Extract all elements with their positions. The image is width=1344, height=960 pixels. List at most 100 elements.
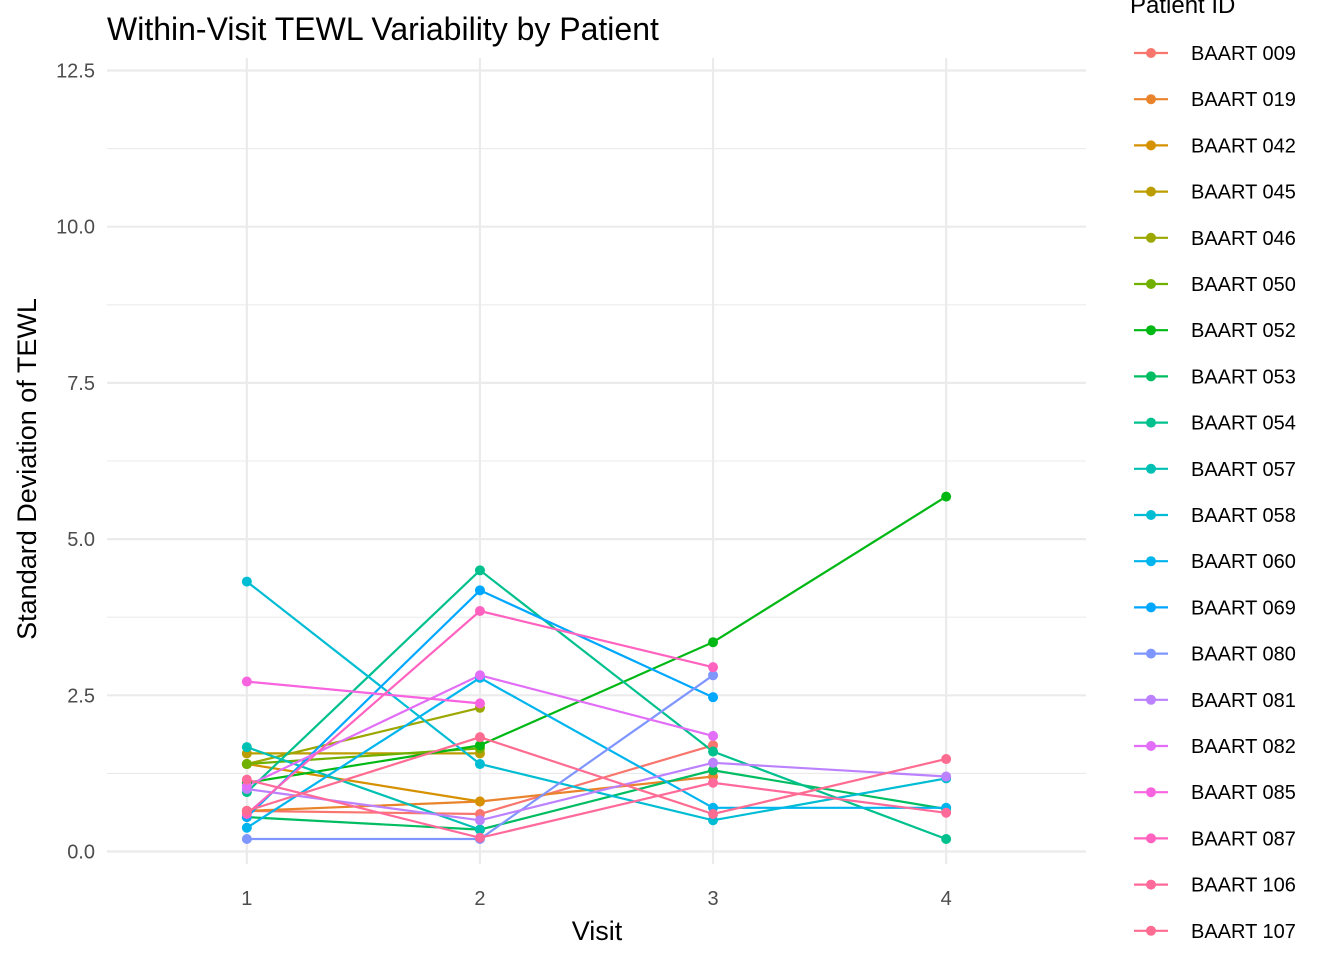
legend-label: BAART 054	[1191, 413, 1296, 435]
data-point-baart-106	[941, 807, 952, 818]
legend-item-baart-087: BAART 087	[1134, 828, 1296, 850]
legend-key-point	[1146, 94, 1156, 105]
legend-label: BAART 053	[1191, 366, 1296, 388]
legend-item-baart-053: BAART 053	[1134, 366, 1296, 388]
data-point-baart-050	[241, 759, 252, 770]
legend-label: BAART 082	[1191, 736, 1296, 758]
legend-key-point	[1146, 186, 1156, 197]
legend-label: BAART 080	[1191, 644, 1296, 666]
x-axis-title: Visit	[572, 916, 623, 946]
legend-title: Patient ID	[1130, 0, 1235, 19]
data-point-baart-058	[474, 759, 485, 770]
legend-item-baart-019: BAART 019	[1134, 89, 1296, 111]
x-tick-label: 1	[241, 888, 252, 910]
data-point-baart-057	[474, 824, 485, 835]
series-line-baart-052	[246, 495, 947, 784]
legend-item-baart-046: BAART 046	[1134, 228, 1296, 250]
legend-label: BAART 045	[1191, 182, 1296, 204]
legend-label: BAART 081	[1191, 690, 1296, 712]
y-tick-label: 10.0	[56, 217, 95, 239]
legend-label: BAART 046	[1191, 228, 1296, 250]
series-points	[241, 491, 952, 845]
y-tick-label: 12.5	[56, 60, 95, 82]
legend-item-baart-050: BAART 050	[1134, 274, 1296, 296]
legend-label: BAART 060	[1191, 551, 1296, 573]
legend-item-baart-052: BAART 052	[1134, 320, 1296, 342]
legend-item-baart-082: BAART 082	[1134, 736, 1296, 758]
legend-item-baart-081: BAART 081	[1134, 690, 1296, 712]
x-tick-label: 4	[941, 888, 952, 910]
data-point-baart-081	[941, 771, 952, 782]
legend-key-point	[1146, 879, 1156, 890]
legend-label: BAART 050	[1191, 274, 1296, 296]
data-point-baart-087	[474, 605, 485, 616]
legend-key-point	[1146, 925, 1156, 936]
data-point-baart-106	[241, 774, 252, 785]
legend-key-point	[1146, 463, 1156, 474]
series-line-baart-054	[246, 568, 947, 841]
data-point-baart-082	[474, 670, 485, 681]
data-point-baart-081	[708, 757, 719, 768]
legend-key-point	[1146, 741, 1156, 751]
legend-key-point	[1146, 325, 1156, 336]
data-point-baart-069	[474, 585, 485, 596]
legend-key-point	[1146, 556, 1156, 567]
series-line-baart-106	[246, 778, 947, 839]
legend-key-point	[1146, 510, 1156, 520]
legend-label: BAART 052	[1191, 320, 1296, 342]
y-tick-label: 5.0	[67, 529, 95, 551]
legend-label: BAART 107	[1191, 921, 1296, 943]
data-point-baart-052	[941, 491, 952, 502]
series-line-baart-060	[246, 676, 947, 829]
legend-key-point	[1146, 279, 1156, 289]
legend: BAART 009 BAART 019 BAART 042 BAART 045 BAAR…	[1134, 43, 1296, 943]
legend-key-point	[1146, 232, 1156, 243]
legend-key-point	[1146, 371, 1156, 382]
data-point-baart-085	[474, 698, 485, 709]
x-tick-label: 2	[474, 888, 485, 910]
x-tick-label: 3	[707, 888, 718, 910]
y-tick-label: 7.5	[67, 373, 95, 395]
data-point-baart-106	[474, 832, 485, 843]
legend-item-baart-045: BAART 045	[1134, 182, 1296, 204]
legend-item-baart-054: BAART 054	[1134, 413, 1296, 435]
legend-item-baart-069: BAART 069	[1134, 597, 1296, 619]
data-point-baart-080	[708, 670, 719, 681]
legend-key-point	[1146, 140, 1156, 151]
data-point-baart-106	[708, 777, 719, 788]
legend-item-baart-009: BAART 009	[1134, 43, 1296, 65]
y-tick-label: 0.0	[67, 842, 95, 864]
legend-key-point	[1146, 787, 1156, 798]
y-tick-label: 2.5	[67, 685, 95, 707]
legend-label: BAART 106	[1191, 875, 1296, 897]
data-point-baart-042	[474, 796, 485, 807]
data-point-baart-052	[708, 637, 719, 648]
legend-key-point	[1146, 648, 1156, 659]
legend-key-point	[1146, 417, 1156, 428]
series-line-baart-081	[246, 761, 947, 822]
data-point-baart-053	[708, 765, 719, 776]
legend-key-point	[1146, 694, 1156, 705]
axis-ticks: 0.0 2.5 5.0 7.5 10.0 12.5 1 2 3 4	[56, 60, 952, 910]
data-point-baart-054	[474, 565, 485, 576]
data-point-baart-052	[474, 740, 485, 751]
data-point-baart-107	[474, 732, 485, 743]
legend-label: BAART 042	[1191, 135, 1296, 157]
data-point-baart-054	[708, 746, 719, 757]
data-point-baart-085	[241, 676, 252, 687]
legend-label: BAART 057	[1191, 459, 1296, 481]
legend-key-point	[1146, 48, 1156, 58]
legend-label: BAART 009	[1191, 43, 1296, 65]
data-point-baart-057	[241, 742, 252, 753]
legend-label: BAART 069	[1191, 597, 1296, 619]
series-line-baart-042	[246, 762, 481, 803]
data-point-baart-060	[241, 822, 252, 833]
data-point-baart-107	[708, 809, 719, 820]
series-line-baart-107	[246, 736, 947, 816]
data-point-baart-082	[708, 730, 719, 741]
legend-key-point	[1146, 602, 1156, 613]
legend-item-baart-042: BAART 042	[1134, 135, 1296, 157]
data-point-baart-107	[941, 754, 952, 765]
data-point-baart-087	[708, 662, 719, 673]
legend-item-baart-085: BAART 085	[1134, 782, 1296, 804]
